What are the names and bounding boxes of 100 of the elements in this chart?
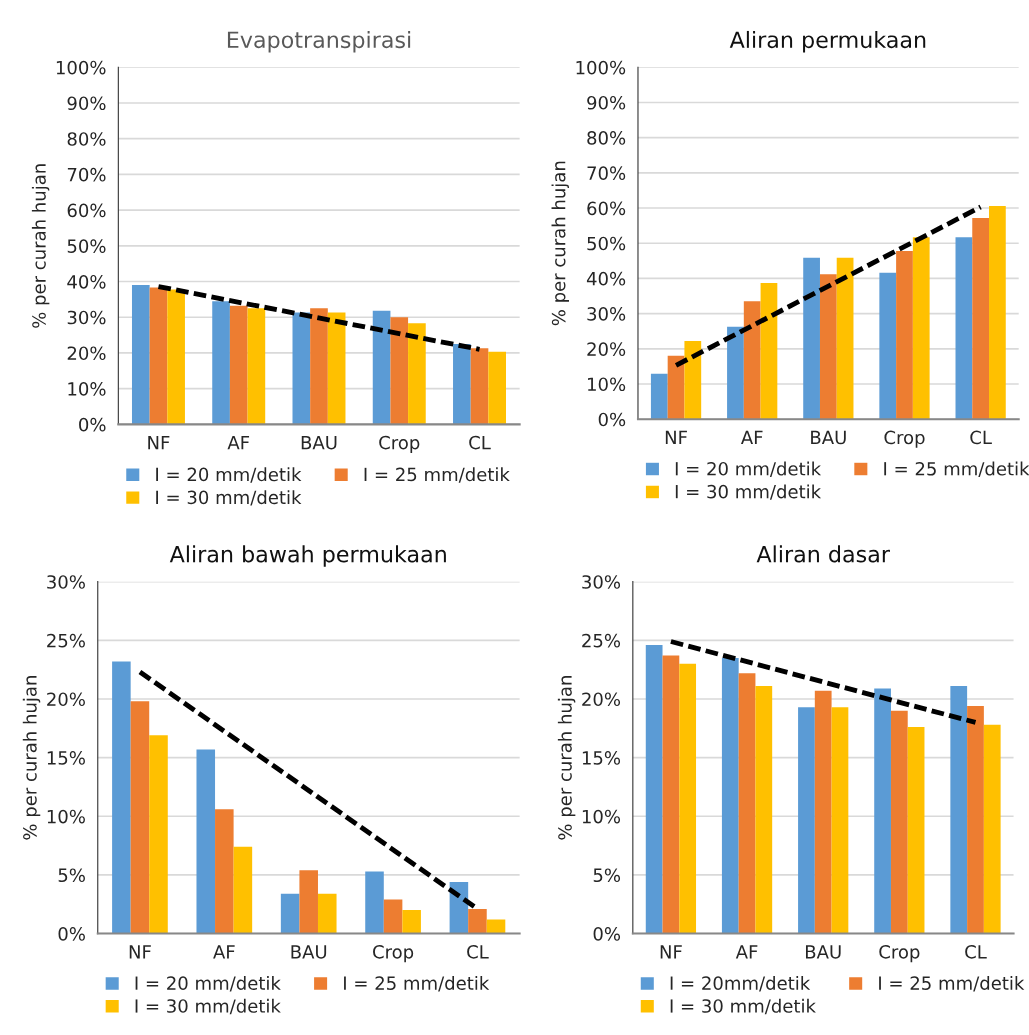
chart-title: Aliran bawah permukaan: [169, 545, 446, 567]
bar: [874, 688, 891, 934]
bar: [365, 871, 384, 934]
y-tick-label: 25%: [47, 633, 85, 648]
x-tick-label: BAU: [805, 945, 841, 959]
bar: [836, 257, 854, 420]
bar: [327, 312, 346, 425]
x-tick-label: AF: [735, 945, 758, 959]
chart-title: Evapotranspirasi: [227, 30, 411, 53]
bar: [390, 317, 409, 425]
bar: [743, 301, 761, 420]
bar: [760, 282, 778, 420]
bar: [727, 326, 744, 420]
x-tick-label: CL: [467, 945, 489, 959]
y-tick-label: 80%: [67, 132, 106, 146]
x-tick-label: CL: [469, 435, 491, 450]
bar: [983, 724, 1001, 934]
x-tick-label: NF: [148, 436, 170, 450]
y-tick-label: 5%: [593, 868, 621, 883]
bar: [486, 919, 506, 934]
y-tick-label: 60%: [67, 203, 106, 218]
x-tick-label: CL: [965, 945, 987, 959]
bar: [149, 287, 168, 425]
bar: [803, 257, 820, 420]
x-tick-label: Crop: [879, 945, 920, 963]
x-tick-label: BAU: [291, 945, 327, 959]
bar: [280, 893, 300, 934]
bar: [738, 673, 756, 934]
x-tick-label: NF: [129, 945, 151, 959]
y-tick-label: 0%: [598, 412, 626, 427]
bar: [488, 351, 506, 425]
y-tick-label: 100%: [56, 60, 106, 75]
bar: [196, 749, 216, 934]
legend-label: I = 25 mm/detik: [884, 461, 1029, 477]
bar: [662, 655, 680, 934]
bar: [831, 707, 849, 934]
y-tick-label: 0%: [58, 927, 85, 941]
x-tick-label: AF: [740, 430, 763, 445]
x-tick-label: NF: [665, 430, 687, 445]
bar: [721, 657, 739, 934]
y-tick-label: 30%: [67, 310, 106, 325]
bar: [292, 312, 311, 425]
x-tick-label: Crop: [884, 430, 925, 448]
bar: [299, 870, 318, 934]
legend-label: I = 25 mm/detik: [344, 975, 490, 992]
bar: [130, 701, 150, 934]
bar: [955, 237, 973, 420]
bar: [989, 205, 1006, 420]
bar: [684, 341, 702, 420]
y-tick-label: 90%: [587, 95, 626, 110]
y-tick-label: 10%: [588, 377, 626, 392]
legend-label: I = 20 mm/detik: [156, 467, 302, 483]
y-tick-label: 40%: [67, 274, 106, 289]
bar: [229, 305, 248, 425]
bar: [310, 308, 328, 425]
bar: [470, 348, 489, 425]
legend-label: I = 30 mm/detik: [135, 998, 281, 1015]
y-tick-label: 100%: [576, 60, 626, 75]
bar: [879, 272, 897, 420]
bar: [408, 323, 426, 425]
y-tick-label: 30%: [587, 307, 626, 321]
bar: [896, 250, 913, 420]
bar: [967, 706, 984, 934]
y-tick-label: 30%: [582, 575, 621, 589]
bar: [907, 727, 925, 934]
x-tick-label: AF: [213, 945, 235, 959]
bar: [819, 274, 837, 420]
legend-label: I = 30 mm/detik: [670, 998, 816, 1015]
y-tick-label: 20%: [582, 692, 621, 707]
y-tick-label: 60%: [587, 201, 626, 216]
bar: [890, 710, 908, 934]
x-tick-label: AF: [227, 436, 250, 450]
bar: [233, 846, 253, 934]
bar: [972, 217, 990, 420]
y-tick-label: 10%: [47, 809, 85, 824]
legend-label: I = 20 mm/detik: [675, 461, 822, 477]
y-tick-label: 40%: [586, 271, 626, 286]
y-tick-label: 15%: [47, 751, 85, 765]
bar: [468, 908, 487, 934]
bar: [650, 373, 668, 420]
y-tick-label: 70%: [587, 166, 626, 180]
bar: [383, 899, 403, 934]
bar: [247, 308, 266, 425]
y-tick-label: 10%: [68, 382, 106, 396]
x-tick-label: Crop: [373, 945, 414, 963]
y-axis-title: % per curah hujan: [551, 161, 569, 326]
y-tick-label: 50%: [67, 239, 106, 253]
y-tick-label: 20%: [67, 346, 106, 361]
bar: [679, 663, 697, 934]
y-tick-label: 10%: [582, 809, 621, 824]
y-tick-label: 20%: [587, 342, 626, 356]
bar: [453, 344, 471, 425]
y-tick-label: 50%: [587, 236, 626, 251]
bar: [755, 686, 773, 934]
legend-label: I = 30 mm/detik: [675, 484, 822, 500]
y-axis-title: % per curah hujan: [31, 164, 50, 328]
y-tick-label: 0%: [79, 417, 106, 432]
legend-label: I = 20 mm/detik: [135, 975, 281, 992]
bar: [112, 661, 131, 934]
chart-title: Aliran permukaan: [729, 30, 926, 53]
